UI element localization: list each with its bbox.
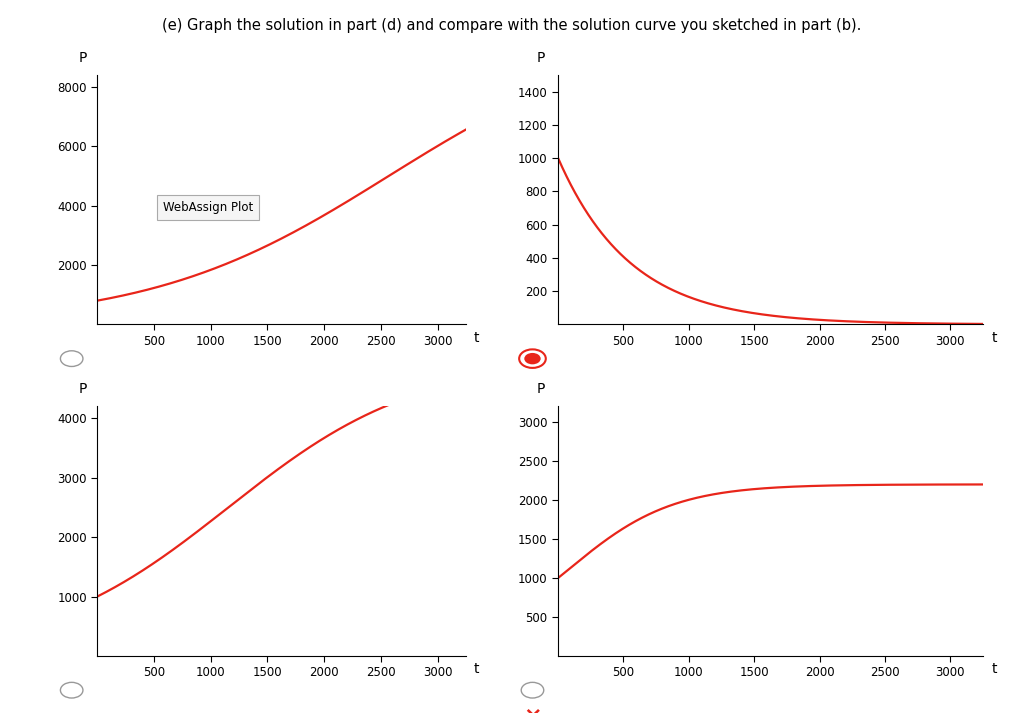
Text: P: P	[79, 382, 87, 396]
Text: t: t	[473, 331, 479, 344]
Text: ×: ×	[523, 705, 542, 713]
Text: (e) Graph the solution in part (d) and compare with the solution curve you sketc: (e) Graph the solution in part (d) and c…	[163, 18, 861, 33]
Text: P: P	[537, 382, 545, 396]
Text: WebAssign Plot: WebAssign Plot	[163, 200, 253, 214]
Text: P: P	[537, 51, 545, 65]
Text: P: P	[79, 51, 87, 65]
Text: t: t	[473, 662, 479, 676]
Text: t: t	[991, 662, 997, 676]
Text: t: t	[991, 331, 997, 344]
